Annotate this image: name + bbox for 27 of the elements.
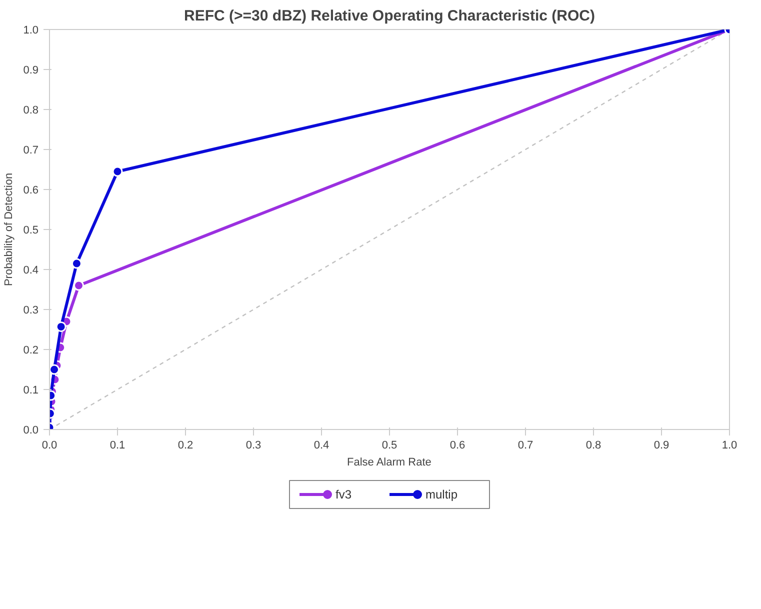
y-tick-label: 0.4 (23, 264, 39, 276)
x-tick-label: 0.7 (518, 440, 534, 452)
x-tick-label: 0.5 (382, 440, 398, 452)
x-tick-label: 0.9 (654, 440, 670, 452)
x-tick-label: 0.8 (586, 440, 602, 452)
x-tick-label: 0.3 (246, 440, 262, 452)
y-tick-label: 0.8 (23, 104, 39, 116)
x-tick-label: 0.4 (314, 440, 330, 452)
y-tick-label: 0.7 (23, 144, 39, 156)
x-tick-label: 0.2 (178, 440, 194, 452)
x-tick-label: 0.6 (450, 440, 466, 452)
x-axis-title: False Alarm Rate (347, 456, 432, 468)
y-tick-label: 0.3 (23, 304, 39, 316)
x-tick-label: 1.0 (722, 440, 738, 452)
y-tick-label: 0.0 (23, 424, 39, 436)
chart-title: REFC (>=30 dBZ) Relative Operating Characteristic (ROC) (184, 8, 595, 24)
x-tick-label: 0.0 (42, 440, 58, 452)
legend-label: multip (426, 488, 458, 502)
x-tick-label: 0.1 (110, 440, 126, 452)
y-tick-label: 0.1 (23, 384, 39, 396)
y-tick-label: 0.2 (23, 344, 39, 356)
y-tick-label: 0.5 (23, 224, 39, 236)
y-tick-label: 1.0 (23, 24, 39, 36)
y-axis-title: Probability of Detection (3, 172, 16, 286)
legend-label: fv3 (336, 488, 352, 502)
y-tick-label: 0.6 (23, 184, 39, 196)
y-tick-label: 0.9 (23, 64, 39, 76)
